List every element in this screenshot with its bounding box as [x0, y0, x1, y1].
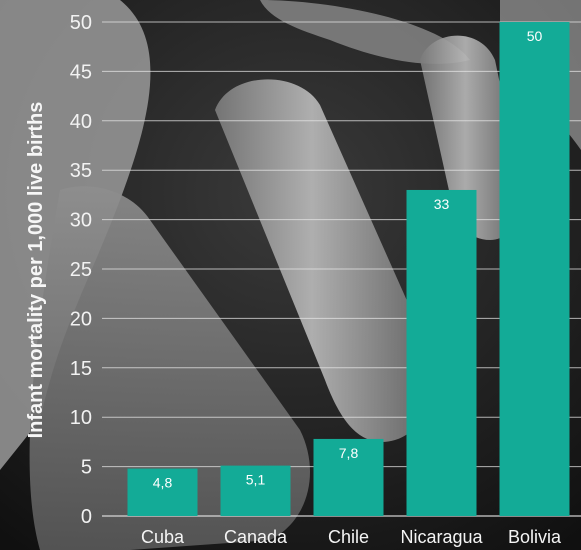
bar-cuba — [127, 468, 198, 516]
palm-top — [260, 0, 470, 64]
bar-chile — [313, 438, 384, 516]
x-tick-label: Nicaragua — [400, 527, 483, 547]
x-tick-label: Chile — [328, 527, 369, 547]
y-axis-label: Infant mortality per 1,000 live births — [25, 102, 47, 439]
x-tick-label: Bolivia — [508, 527, 562, 547]
y-tick-label: 50 — [70, 12, 92, 34]
y-tick-label: 0 — [81, 506, 92, 528]
bars — [127, 22, 570, 516]
value-label: 33 — [434, 196, 450, 212]
y-tick-labels: 0 5 10 15 20 25 30 35 40 45 50 — [70, 12, 92, 528]
bar-bolivia — [499, 22, 570, 516]
y-tick-label: 35 — [70, 160, 92, 182]
y-tick-label: 25 — [70, 259, 92, 281]
y-tick-label: 20 — [70, 308, 92, 330]
finger-right — [420, 35, 521, 240]
bar-canada — [220, 465, 291, 516]
y-tick-label: 30 — [70, 210, 92, 232]
value-label: 7,8 — [339, 445, 359, 461]
y-tick-label: 15 — [70, 358, 92, 380]
y-tick-label: 10 — [70, 407, 92, 429]
x-tick-label: Cuba — [141, 527, 185, 547]
bar-nicaragua — [406, 189, 477, 516]
value-label: 4,8 — [153, 475, 173, 491]
y-tick-label: 5 — [81, 457, 92, 479]
value-label: 50 — [527, 28, 543, 44]
y-tick-label: 45 — [70, 61, 92, 83]
value-labels: 4,8 5,1 7,8 33 50 — [153, 28, 543, 491]
x-tick-labels: Cuba Canada Chile Nicaragua Bolivia — [141, 527, 562, 547]
value-label: 5,1 — [246, 472, 266, 488]
x-tick-label: Canada — [224, 527, 288, 547]
y-tick-label: 40 — [70, 111, 92, 133]
